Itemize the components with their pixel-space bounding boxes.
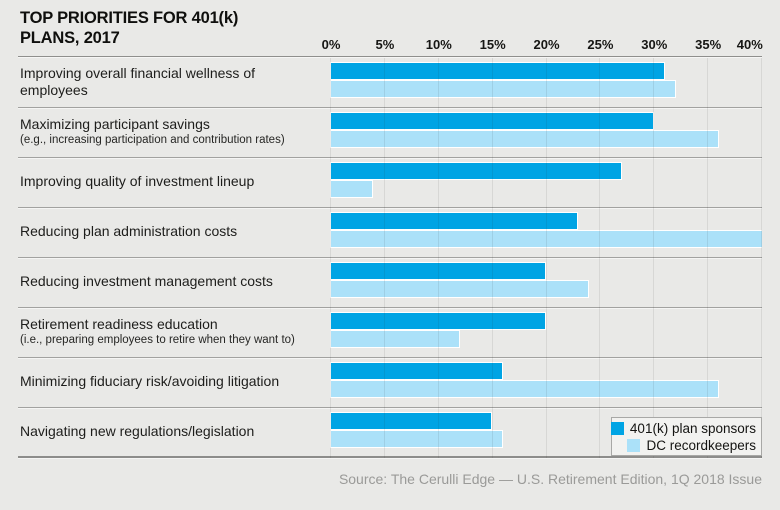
legend-swatch-sponsors bbox=[610, 421, 624, 435]
bar-recordkeepers bbox=[330, 280, 590, 298]
row-separator bbox=[18, 407, 762, 408]
axis-tick-label: 5% bbox=[375, 37, 395, 52]
row-separator bbox=[18, 257, 762, 258]
bar-group bbox=[330, 108, 762, 158]
category-label-main: Reducing investment management costs bbox=[20, 273, 273, 290]
chart-title-line2: PLANS, 2017 bbox=[20, 28, 120, 47]
category-row: Navigating new regulations/legislation bbox=[0, 408, 780, 458]
bar-sponsors bbox=[330, 412, 492, 430]
axis-tick-label: 15% bbox=[479, 37, 506, 52]
axis-tick-label: 10% bbox=[425, 37, 452, 52]
bar-recordkeepers bbox=[330, 430, 503, 448]
bar-sponsors bbox=[330, 62, 665, 80]
bar-recordkeepers bbox=[330, 330, 460, 348]
category-label-sub: (e.g., increasing participation and cont… bbox=[20, 134, 285, 147]
row-separator bbox=[18, 357, 762, 358]
category-label-main: Improving quality of investment lineup bbox=[20, 173, 255, 190]
bar-sponsors bbox=[330, 162, 622, 180]
legend-label-sponsors: 401(k) plan sponsors bbox=[629, 420, 756, 436]
bar-sponsors bbox=[330, 212, 579, 230]
category-row: Improving quality of investment lineup bbox=[0, 158, 780, 208]
bar-recordkeepers bbox=[330, 130, 719, 148]
bar-recordkeepers bbox=[330, 230, 762, 248]
legend-label-recordkeepers: DC recordkeepers bbox=[646, 437, 756, 453]
bar-recordkeepers bbox=[330, 80, 676, 98]
category-label-sub: (i.e., preparing employees to retire whe… bbox=[20, 334, 295, 347]
bar-sponsors bbox=[330, 262, 546, 280]
category-label-main: Reducing plan administration costs bbox=[20, 223, 238, 240]
category-row: Minimizing fiduciary risk/avoiding litig… bbox=[0, 358, 780, 408]
category-label-main: Navigating new regulations/legislation bbox=[20, 423, 255, 440]
category-row: Retirement readiness education (i.e., pr… bbox=[0, 308, 780, 358]
category-label: Reducing plan administration costs bbox=[20, 208, 322, 255]
bar-group bbox=[330, 408, 762, 458]
category-row: Reducing investment management costs bbox=[0, 258, 780, 308]
category-row: Reducing plan administration costs bbox=[0, 208, 780, 258]
bar-group bbox=[330, 208, 762, 258]
bar-group bbox=[330, 258, 762, 308]
category-label-main: Improving overall financial wellness of … bbox=[20, 65, 255, 98]
bar-sponsors bbox=[330, 362, 503, 380]
bar-group bbox=[330, 58, 762, 108]
legend-item-sponsors: 401(k) plan sponsors bbox=[610, 420, 756, 437]
axis-tick-label: 30% bbox=[641, 37, 668, 52]
category-label-main: Minimizing fiduciary risk/avoiding litig… bbox=[20, 373, 280, 390]
row-separator bbox=[18, 307, 762, 308]
bar-recordkeepers bbox=[330, 180, 374, 198]
bar-sponsors bbox=[330, 112, 654, 130]
category-label: Improving quality of investment lineup bbox=[20, 158, 322, 205]
category-label: Minimizing fiduciary risk/avoiding litig… bbox=[20, 358, 322, 405]
axis-tick-label: 20% bbox=[533, 37, 560, 52]
chart-title: TOP PRIORITIES FOR 401(k) PLANS, 2017 bbox=[20, 9, 238, 48]
category-row: Improving overall financial wellness of … bbox=[0, 58, 780, 108]
category-label: Navigating new regulations/legislation bbox=[20, 408, 322, 455]
legend-item-recordkeepers: DC recordkeepers bbox=[627, 437, 756, 454]
x-axis: 0% 5% 10% 15% 20% 25% 30% 35% 40% bbox=[322, 37, 763, 54]
bar-sponsors bbox=[330, 312, 546, 330]
bar-recordkeepers bbox=[330, 380, 719, 398]
row-separator bbox=[18, 107, 762, 108]
legend: 401(k) plan sponsors DC recordkeepers bbox=[610, 417, 762, 456]
category-row: Maximizing participant savings (e.g., in… bbox=[0, 108, 780, 158]
legend-swatch-recordkeepers bbox=[627, 438, 641, 452]
bar-group bbox=[330, 158, 762, 208]
axis-tick-label: 25% bbox=[587, 37, 614, 52]
axis-tick-label: 0% bbox=[321, 37, 341, 52]
header-rule bbox=[18, 56, 762, 57]
category-label-main: Maximizing participant savings bbox=[20, 115, 210, 132]
category-label: Maximizing participant savings (e.g., in… bbox=[20, 108, 322, 155]
row-separator bbox=[18, 157, 762, 158]
bar-group bbox=[330, 358, 762, 408]
row-separator bbox=[18, 456, 762, 458]
category-label: Reducing investment management costs bbox=[20, 258, 322, 305]
category-label: Retirement readiness education (i.e., pr… bbox=[20, 308, 322, 355]
category-label: Improving overall financial wellness of … bbox=[20, 58, 322, 105]
axis-tick-label: 35% bbox=[695, 37, 722, 52]
row-separator bbox=[18, 207, 762, 208]
bar-group bbox=[330, 308, 762, 358]
category-label-main: Retirement readiness education bbox=[20, 315, 218, 332]
plot-area: Improving overall financial wellness of … bbox=[0, 58, 780, 458]
axis-tick-label: 40% bbox=[736, 37, 763, 52]
chart-title-line1: TOP PRIORITIES FOR 401(k) bbox=[20, 9, 239, 27]
source-note: Source: The Cerulli Edge — U.S. Retireme… bbox=[338, 471, 762, 487]
